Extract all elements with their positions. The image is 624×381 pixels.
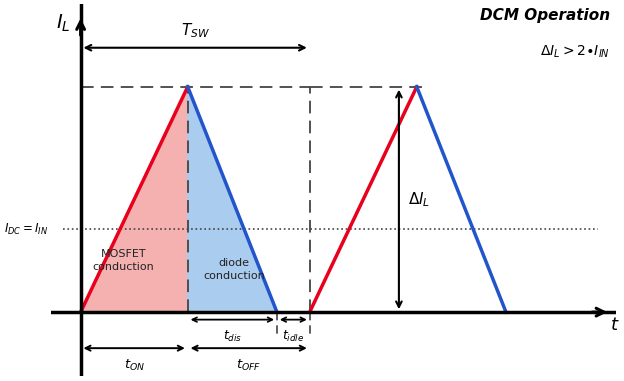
Text: diode
conduction: diode conduction xyxy=(203,258,265,281)
Polygon shape xyxy=(80,87,188,312)
Text: $\mathit{I_L}$: $\mathit{I_L}$ xyxy=(56,12,70,34)
Text: $t_{dis}$: $t_{dis}$ xyxy=(223,329,242,344)
Text: $\mathit{t}$: $\mathit{t}$ xyxy=(610,316,620,334)
Text: $\Delta I_L > 2{\bullet}I_{IN}$: $\Delta I_L > 2{\bullet}I_{IN}$ xyxy=(540,43,610,59)
Text: $I_{DC} = I_{IN}$: $I_{DC} = I_{IN}$ xyxy=(4,222,48,237)
Polygon shape xyxy=(188,87,277,312)
Text: $\Delta I_L$: $\Delta I_L$ xyxy=(408,190,430,209)
Text: $t_{OFF}$: $t_{OFF}$ xyxy=(236,358,261,373)
Text: $t_{idle}$: $t_{idle}$ xyxy=(282,329,305,344)
Text: DCM Operation: DCM Operation xyxy=(480,8,610,23)
Text: $T_{SW}$: $T_{SW}$ xyxy=(181,21,210,40)
Text: MOSFET
conduction: MOSFET conduction xyxy=(92,249,154,272)
Text: $t_{ON}$: $t_{ON}$ xyxy=(124,358,145,373)
